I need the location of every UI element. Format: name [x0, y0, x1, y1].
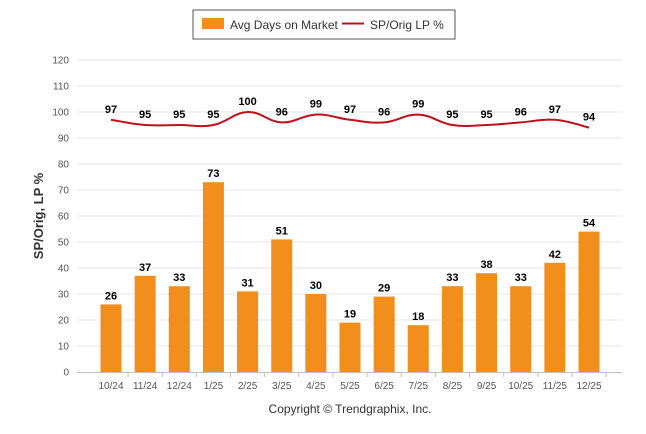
line-data-label: 96	[515, 106, 527, 118]
x-tick-label: 6/25	[374, 381, 394, 392]
line-data-labels: 97 95 95 95 100 96 99 97 96 99 95 95 96 97 94	[105, 96, 596, 124]
y-tick-label: 50	[58, 238, 70, 249]
bar-data-label: 33	[515, 272, 527, 284]
y-tick-label: 20	[58, 316, 70, 327]
x-tick-label: 8/25	[443, 381, 463, 392]
bar	[441, 286, 463, 372]
bar-data-label: 37	[139, 262, 151, 274]
bar	[168, 286, 190, 372]
y-tick-label: 10	[58, 342, 70, 353]
bar-data-label: 19	[344, 309, 356, 321]
x-axis-ticks: 10/24 11/24 12/24 1/25 2/25 3/25 4/25 5/25 6/25 7…	[98, 372, 607, 392]
y-tick-label: 0	[63, 368, 69, 379]
bar	[100, 304, 122, 372]
line-data-label: 100	[238, 96, 256, 108]
x-tick-label: 11/24	[133, 381, 158, 392]
line-data-label: 97	[105, 104, 117, 116]
bar-data-label: 18	[412, 311, 424, 323]
bar-data-label: 33	[173, 272, 185, 284]
x-tick-label: 9/25	[477, 381, 497, 392]
bar	[134, 275, 156, 372]
bar-data-label: 29	[378, 283, 390, 295]
legend-box	[192, 9, 456, 40]
bars	[100, 182, 600, 372]
x-tick-label: 4/25	[306, 381, 326, 392]
line-data-label: 95	[139, 109, 151, 121]
bar-data-label: 30	[310, 280, 322, 292]
bar	[271, 239, 293, 372]
line-data-label: 97	[549, 104, 561, 116]
line-data-label: 95	[480, 109, 492, 121]
legend-bar-swatch	[202, 18, 224, 29]
legend-line-label[interactable]: SP/Orig LP %	[370, 18, 444, 32]
y-tick-label: 70	[58, 186, 70, 197]
y-tick-label: 110	[53, 82, 69, 93]
y-axis-label: SP/Orig, LP %	[31, 172, 46, 259]
legend: Avg Days on Market SP/Orig LP %	[192, 9, 456, 40]
legend-bar-label[interactable]: Avg Days on Market	[230, 18, 338, 32]
x-tick-label: 3/25	[272, 381, 292, 392]
line-data-label: 94	[583, 112, 596, 124]
bar	[476, 273, 498, 372]
bar-data-label: 33	[446, 272, 458, 284]
x-tick-label: 12/25	[576, 381, 601, 392]
y-tick-label: 120	[52, 56, 69, 67]
copyright-footer: Copyright © Trendgraphix, Inc.	[269, 402, 432, 416]
line-data-label: 95	[207, 109, 219, 121]
line-data-label: 95	[446, 109, 458, 121]
bar	[407, 325, 429, 372]
bar-data-label: 26	[105, 290, 117, 302]
line-data-label: 96	[276, 106, 288, 118]
bar	[305, 294, 327, 372]
grid	[77, 59, 622, 347]
x-tick-label: 12/24	[167, 381, 192, 392]
line-data-label: 97	[344, 104, 356, 116]
line-data-label: 96	[378, 106, 390, 118]
bar	[202, 182, 224, 372]
bar	[510, 286, 532, 372]
bar-data-label: 38	[480, 259, 492, 271]
bar-data-labels: 26 37 33 73 31 51 30 19 29 18 33 38 33 42 54	[105, 168, 596, 323]
bar	[578, 231, 600, 372]
y-axis-ticks: 0 10 20 30 40 50 60 70 80 90 100 110 120	[52, 56, 69, 379]
y-tick-label: 90	[58, 134, 70, 145]
bar-data-label: 31	[241, 277, 253, 289]
bar	[544, 262, 566, 372]
x-tick-label: 5/25	[340, 381, 360, 392]
x-tick-label: 7/25	[409, 381, 429, 392]
bar-data-label: 73	[207, 168, 219, 180]
bar-data-label: 51	[276, 225, 288, 237]
y-tick-label: 40	[58, 264, 70, 275]
x-tick-label: 11/25	[543, 381, 568, 392]
line-data-label: 95	[173, 109, 185, 121]
y-tick-label: 30	[58, 290, 70, 301]
y-tick-label: 100	[52, 108, 69, 119]
x-tick-label: 10/24	[98, 381, 123, 392]
bar	[339, 322, 361, 372]
bar	[237, 291, 259, 372]
line-data-label: 99	[412, 99, 424, 111]
line-data-label: 99	[310, 99, 322, 111]
x-tick-label: 10/25	[508, 381, 533, 392]
bar	[373, 296, 395, 372]
x-tick-label: 1/25	[204, 381, 224, 392]
y-tick-label: 60	[58, 212, 70, 223]
line-series-sp-orig	[110, 110, 590, 129]
bar-data-label: 42	[549, 249, 561, 261]
bar-data-label: 54	[583, 218, 596, 230]
x-tick-label: 2/25	[238, 381, 258, 392]
y-tick-label: 80	[58, 160, 70, 171]
